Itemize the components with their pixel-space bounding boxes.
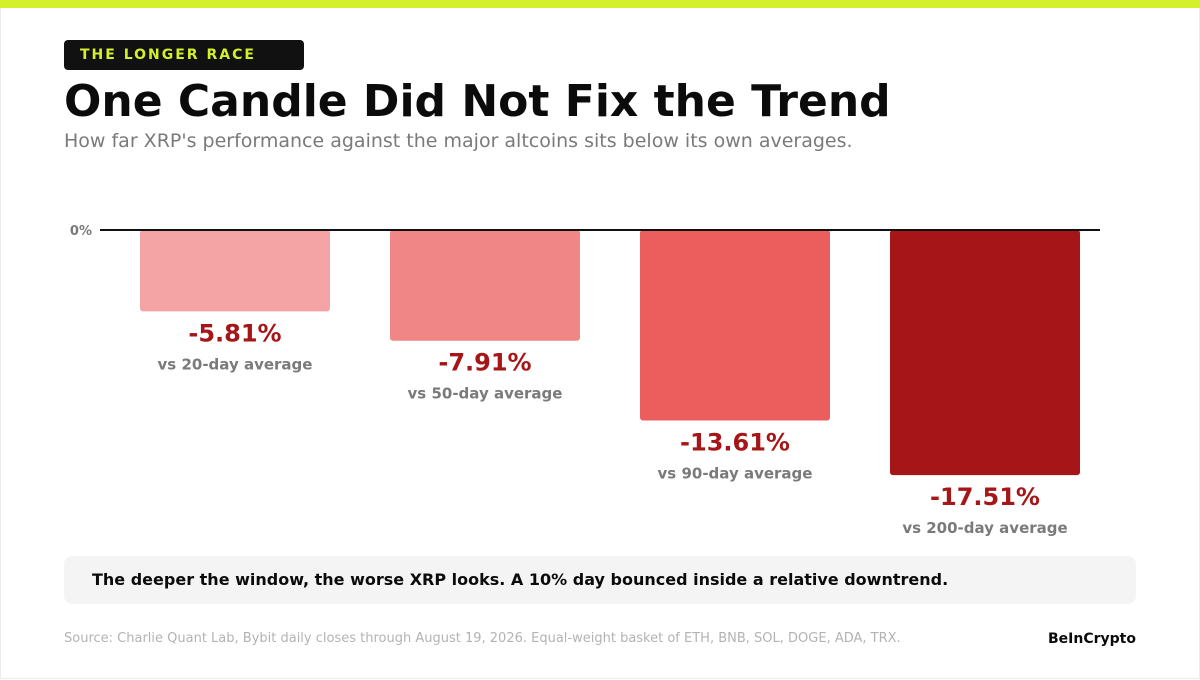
page-title: One Candle Did Not Fix the Trend [64, 76, 891, 127]
baseline-label: 0% [70, 224, 92, 239]
bar-3 [640, 230, 830, 421]
bar-2 [390, 230, 580, 341]
category-label-1: vs 20-day average [158, 355, 313, 373]
category-label-3: vs 90-day average [658, 465, 813, 483]
source-note: Source: Charlie Quant Lab, Bybit daily c… [64, 631, 901, 646]
accent-top-bar [0, 0, 1200, 8]
category-label-4: vs 200-day average [902, 519, 1067, 537]
bar-1 [140, 230, 330, 312]
value-label-3: -13.61% [680, 429, 790, 457]
value-label-2: -7.91% [438, 349, 531, 377]
value-label-1: -5.81% [188, 319, 281, 347]
bar-4 [890, 230, 1080, 476]
brand-logo: BeInCrypto [1048, 631, 1136, 647]
category-label-2: vs 50-day average [408, 385, 563, 403]
page-subtitle: How far XRP's performance against the ma… [64, 130, 853, 152]
value-label-4: -17.51% [930, 483, 1040, 511]
bar-chart: 0% -5.81% vs 20-day average -7.91% vs 50-da… [70, 224, 1100, 537]
kicker-badge: THE LONGER RACE [64, 40, 304, 70]
takeaway-note: The deeper the window, the worse XRP loo… [64, 556, 1136, 604]
